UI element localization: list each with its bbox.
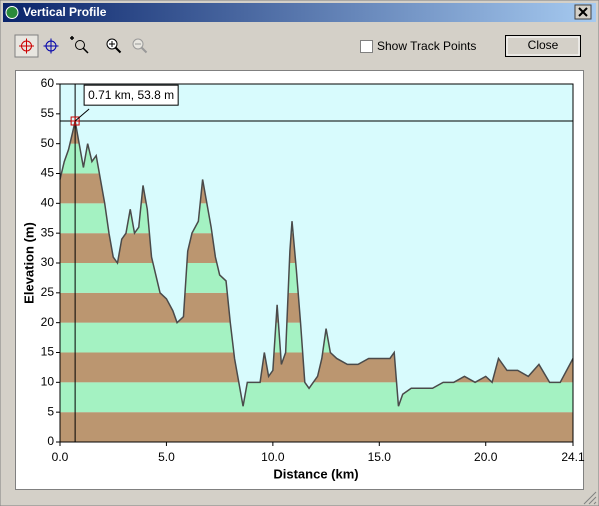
x-tick-label: 5.0 — [158, 450, 175, 464]
crosshair-blue-button[interactable] — [43, 38, 59, 54]
checkbox-label: Show Track Points — [377, 39, 476, 53]
x-tick-label: 15.0 — [368, 450, 392, 464]
y-tick-label: 55 — [41, 106, 55, 120]
close-button[interactable]: Close — [505, 35, 581, 57]
y-axis-title: Elevation (m) — [21, 222, 36, 304]
y-tick-label: 45 — [41, 166, 55, 180]
y-tick-label: 60 — [41, 76, 55, 90]
x-tick-label: 24.1 — [561, 450, 585, 464]
tooltip-label: 0.71 km, 53.8 m — [88, 88, 174, 102]
profile-line — [59, 120, 574, 407]
y-tick-label: 0 — [47, 434, 54, 448]
crosshair-red-button[interactable] — [14, 34, 39, 58]
close-label: Close — [528, 38, 559, 52]
close-window-button[interactable] — [574, 4, 592, 20]
elevation-band — [60, 382, 573, 413]
y-tick-label: 50 — [41, 136, 55, 150]
toolbar — [14, 34, 148, 58]
y-tick-label: 20 — [41, 315, 55, 329]
x-axis-title: Distance (km) — [273, 466, 358, 481]
elevation-band — [60, 412, 573, 442]
tooltip-leader — [74, 108, 90, 122]
y-tick-label: 5 — [47, 404, 54, 418]
y-tick-label: 15 — [41, 345, 55, 359]
y-tick-label: 30 — [41, 255, 55, 269]
x-tick-label: 20.0 — [474, 450, 498, 464]
y-tick-label: 40 — [41, 196, 55, 210]
zoom-in-button[interactable] — [106, 38, 122, 54]
x-tick-label: 10.0 — [261, 450, 285, 464]
y-tick-label: 35 — [41, 225, 55, 239]
app-icon — [5, 6, 19, 19]
y-tick-label: 10 — [41, 375, 55, 389]
y-tick-label: 25 — [41, 285, 55, 299]
window-title: Vertical Profile — [23, 5, 107, 19]
resize-grip — [583, 491, 597, 505]
title-bar — [3, 3, 596, 22]
zoom-out-button[interactable] — [132, 38, 148, 54]
plot: 0 5 10 15 20 25 30 35 40 45 50 55 60 0.0 5.0 10.0 15.0 20… — [41, 76, 585, 464]
tooltip-box — [83, 84, 179, 106]
x-tick-label: 0.0 — [52, 450, 69, 464]
show-track-points-checkbox[interactable]: Show Track Points — [360, 39, 477, 53]
zoom-box-button[interactable] — [70, 36, 89, 54]
